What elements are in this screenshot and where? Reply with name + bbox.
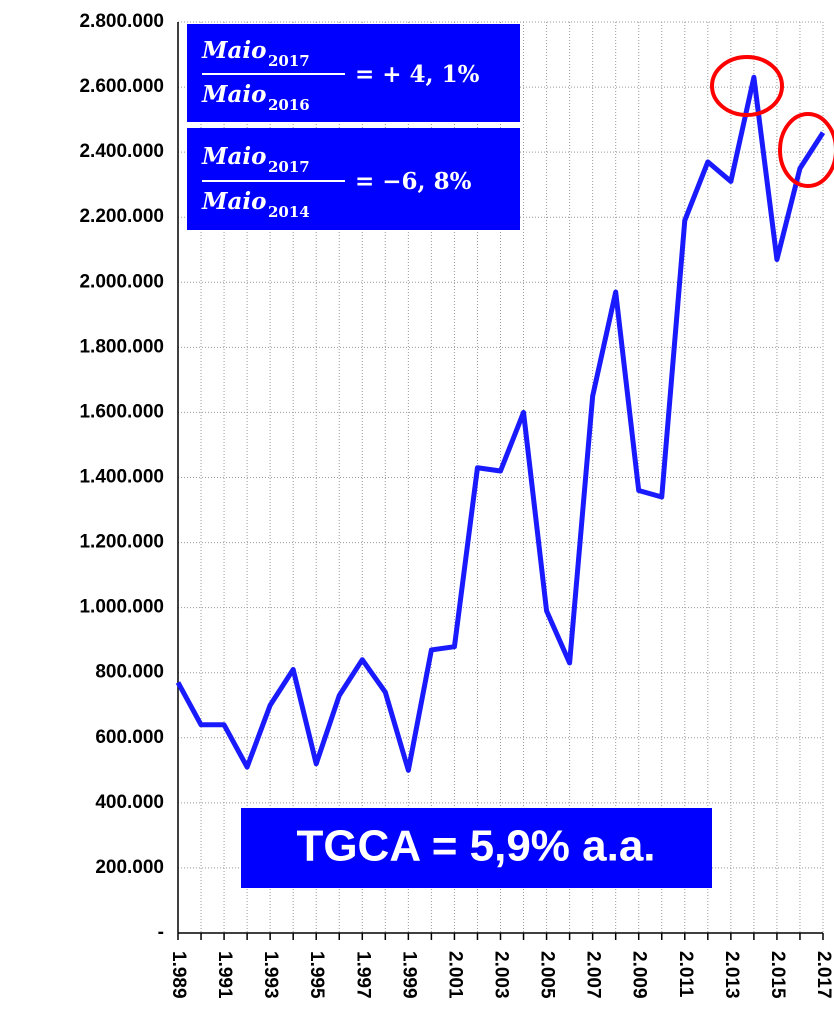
annotation-box [241, 808, 712, 888]
y-tick-label: 2.800.000 [79, 11, 164, 32]
y-tick-label: 1.400.000 [79, 467, 164, 488]
annotation-den: Maio [201, 188, 266, 215]
x-tick-label: 2.009 [629, 951, 650, 999]
highlight-circle [778, 112, 834, 188]
annotation-den-sub: 2016 [268, 96, 310, 114]
x-tick-label: 1.995 [306, 951, 327, 999]
x-tick-label: 1.999 [398, 951, 419, 999]
y-tick-label: 2.400.000 [79, 141, 164, 162]
annotation-num-sub: 2017 [268, 158, 310, 176]
x-tick-label: 2.011 [675, 951, 696, 998]
x-tick-label: 2.007 [583, 951, 604, 999]
y-tick-label: 1.000.000 [79, 597, 164, 618]
x-tick-label: 1.991 [214, 951, 235, 999]
annotation-num: Maio [201, 37, 266, 64]
y-tick-label: - [158, 922, 164, 943]
y-tick-label: 400.000 [95, 792, 164, 813]
annotation-num: Maio [201, 143, 266, 170]
y-tick-label: 200.000 [95, 857, 164, 878]
grid: - 200.000 400.000 600.000 800.000 1.000.000 1.… [79, 11, 834, 999]
x-tick-label: 2.015 [767, 951, 788, 999]
y-tick-label: 2.000.000 [79, 271, 164, 292]
highlight-circle [710, 55, 784, 117]
annotation-text: TGCA = 5,9% a.a. [296, 822, 655, 871]
x-tick-label: 1.989 [168, 951, 189, 999]
y-tick-label: 600.000 [95, 727, 164, 748]
y-tick-label: 800.000 [95, 662, 164, 683]
plot [175, 74, 826, 773]
x-tick-label: 2.017 [813, 951, 834, 999]
x-tick-label: 2.005 [537, 951, 558, 999]
y-tick-label: 1.200.000 [79, 532, 164, 553]
annotation-box [187, 128, 520, 230]
x-tick-label: 2.003 [490, 951, 511, 999]
y-tick-label: 2.600.000 [79, 76, 164, 97]
x-tick-label: 1.997 [352, 951, 373, 999]
annotation-num-sub: 2017 [268, 52, 310, 70]
annotation-result: = + 4, 1% [355, 61, 480, 88]
line [175, 74, 826, 773]
x-tick-label: 2.001 [444, 951, 465, 999]
x-tick-label: 1.993 [260, 951, 281, 999]
x-tick-label: 2.013 [721, 951, 742, 999]
annotation-den: Maio [201, 81, 266, 108]
y-tick-label: 2.200.000 [79, 206, 164, 227]
y-tick-label: 1.800.000 [79, 336, 164, 357]
y-tick-label: 1.600.000 [79, 401, 164, 422]
annotation-den-sub: 2014 [268, 203, 310, 221]
annotation-result: = −6, 8% [355, 168, 472, 195]
